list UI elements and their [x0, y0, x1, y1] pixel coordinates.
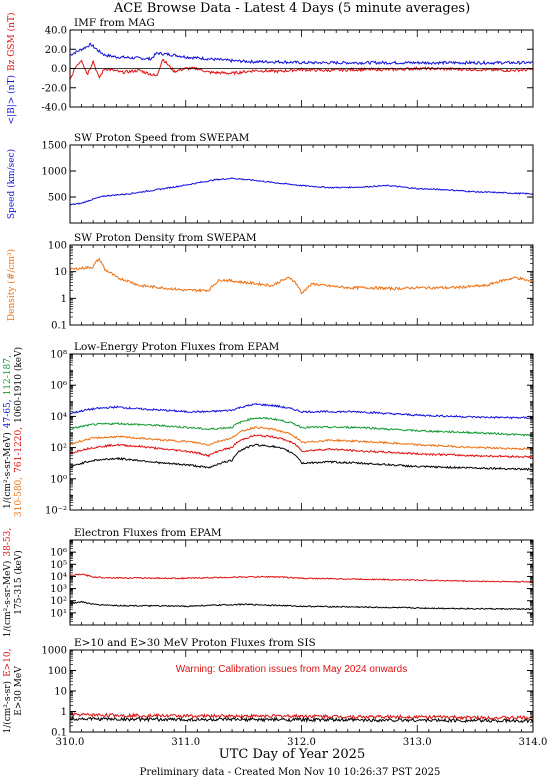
panel-frame	[69, 244, 534, 326]
y-axis-label-part: E>30 MeV	[14, 666, 24, 716]
footer-note: Preliminary data - Created Mon Nov 10 10…	[140, 767, 441, 778]
y-tick-label: 10⁴	[50, 572, 67, 583]
y-tick-label: 10⁵	[50, 560, 67, 571]
x-tick-label: 311.0	[171, 737, 200, 748]
y-tick-label: 10²	[50, 596, 67, 607]
x-tick-label: 314.0	[519, 737, 548, 748]
series-line-1	[69, 257, 534, 295]
series-line-2	[69, 416, 534, 437]
y-axis-label-part: 175-315 (keV)	[13, 550, 24, 615]
series-line-1	[69, 42, 534, 66]
y-axis-label-part: 1/(cm²-s-sr)	[2, 681, 13, 734]
y-tick-label: 500	[48, 193, 67, 204]
y-tick-label: 10	[54, 267, 67, 278]
x-tick-label: 310.0	[56, 737, 85, 748]
y-tick-label: 100	[48, 241, 67, 252]
y-axis-label: 175-315 (keV)	[13, 550, 24, 615]
x-tick-label: 312.0	[287, 737, 316, 748]
y-tick-label: 10⁰	[50, 474, 67, 485]
series-line-4	[69, 434, 533, 459]
panel-title: IMF from MAG	[74, 17, 155, 29]
warning-annotation: Warning: Calibration issues from May 202…	[176, 664, 407, 675]
series-line-2	[70, 600, 534, 611]
panel-6: E>10 and E>30 MeV Proton Fluxes from SIS…	[2, 637, 534, 739]
y-axis-label-part: 1/(cm²-s-sr-MeV)	[2, 561, 13, 638]
panel-4: Low-Energy Proton Fluxes from EPAM 10⁻² 10…	[2, 341, 534, 517]
panel-title: SW Proton Density from SWEPAM	[74, 232, 257, 244]
y-axis-label-part: 38-53,	[3, 528, 13, 557]
y-tick-label: 1500	[42, 141, 67, 152]
panel-frame	[69, 539, 534, 626]
y-tick-label: 1	[61, 294, 67, 305]
y-tick-label: 0.1	[51, 728, 67, 739]
series-line-1	[69, 177, 534, 206]
figure-title: ACE Browse Data - Latest 4 Days (5 minut…	[113, 1, 470, 16]
y-tick-label: 10	[54, 687, 67, 698]
y-axis-label-part: E>10,	[3, 648, 13, 676]
panel-title: SW Proton Speed from SWEPAM	[74, 132, 250, 144]
y-axis-label-part: 1/(cm²-s-sr-MeV)	[2, 432, 13, 509]
y-tick-label: 10⁶	[50, 381, 67, 392]
y-tick-label: 1000	[42, 646, 67, 657]
panel-1: IMF from MAG -40.0 -20.0 0.0 20.0 40.0 <|B|> (…	[6, 13, 534, 125]
x-axis-label: UTC Day of Year 2025	[219, 747, 365, 762]
series-line-2	[69, 715, 534, 724]
y-tick-label: -40.0	[41, 103, 67, 114]
y-axis-label-part: 112-187,	[3, 355, 13, 395]
series-line-1	[69, 712, 534, 721]
y-axis-label: 310-580, 761-1220, 1060-1910 (keV)	[13, 347, 24, 517]
y-axis-label: <|B|> (nT) Bz GSM (nT)	[6, 13, 17, 125]
y-tick-label: 10⁴	[50, 412, 67, 423]
y-axis-label-part: 47-65,	[3, 399, 13, 428]
panel-3: SW Proton Density from SWEPAM 0.1 1 10 100 De…	[6, 232, 534, 332]
panels-group: IMF from MAG -40.0 -20.0 0.0 20.0 40.0 <|B|> (…	[2, 13, 547, 748]
y-axis-label: 1/(cm²-s-sr-MeV) 47-65, 112-187,	[2, 355, 13, 509]
series-line-1	[69, 402, 534, 420]
y-tick-label: 1000	[42, 167, 67, 178]
panel-5: Electron Fluxes from EPAM 10¹10²10³10⁴10⁵…	[2, 527, 534, 637]
y-axis-label: 1/(cm²-s-sr) E>10,	[2, 648, 13, 733]
y-axis-label-part: Speed (km/sec)	[6, 149, 17, 219]
y-axis-label: E>30 MeV	[14, 666, 24, 716]
y-tick-label: 100	[48, 666, 67, 677]
panel-frame	[69, 144, 534, 224]
y-tick-label: 0.1	[51, 321, 67, 332]
y-axis-label: Speed (km/sec)	[6, 149, 17, 219]
panel-title: E>10 and E>30 MeV Proton Fluxes from SIS	[74, 637, 316, 649]
panel-2: SW Proton Speed from SWEPAM 500 1000 1500 Sp…	[6, 132, 534, 224]
y-axis-label-part: Bz GSM (nT)	[6, 13, 17, 71]
y-axis-label: 1/(cm²-s-sr-MeV) 38-53,	[2, 528, 13, 637]
y-tick-label: 20.0	[45, 45, 67, 56]
y-tick-label: 10⁸	[50, 350, 67, 361]
series-line-3	[69, 426, 534, 451]
y-tick-label: 10⁶	[50, 548, 67, 559]
y-tick-label: 10⁻²	[45, 506, 67, 517]
y-axis-label-part: 761-1220,	[14, 427, 24, 473]
y-axis-label-part: 1060-1910 (keV)	[13, 347, 24, 423]
series-line-1	[69, 573, 533, 583]
panel-title: Low-Energy Proton Fluxes from EPAM	[74, 341, 280, 353]
y-tick-label: 10¹	[50, 608, 67, 619]
y-tick-label: -20.0	[41, 83, 67, 94]
y-tick-label: 10³	[50, 584, 67, 595]
y-tick-label: 1	[61, 707, 67, 718]
y-axis-label-part: <|B|> (nT)	[6, 75, 17, 124]
y-tick-label: 10²	[50, 443, 67, 454]
y-tick-label: 40.0	[45, 26, 67, 37]
y-axis-label-part: Density (#/cm³)	[6, 249, 17, 321]
y-tick-label: 0.0	[51, 64, 67, 75]
x-tick-label: 313.0	[403, 737, 432, 748]
series-line-5	[69, 443, 534, 472]
panel-title: Electron Fluxes from EPAM	[74, 527, 222, 539]
y-axis-label-part: 310-580,	[14, 477, 24, 517]
y-axis-label: Density (#/cm³)	[6, 249, 17, 321]
